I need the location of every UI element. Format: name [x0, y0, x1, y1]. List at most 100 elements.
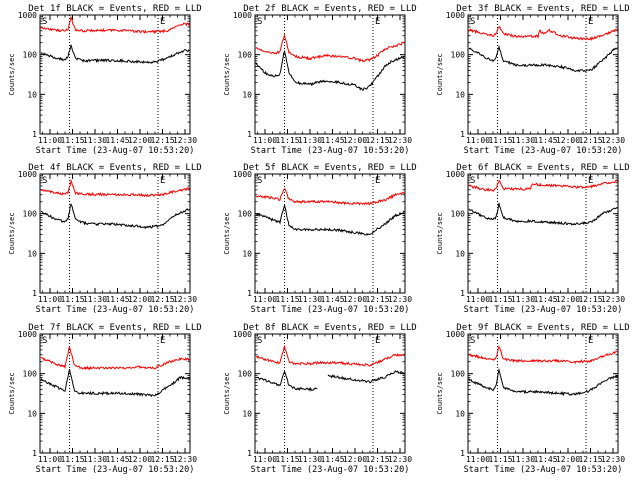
- y-tick-label: 1000: [18, 330, 37, 339]
- x-tick-label: 12:15: [365, 455, 389, 464]
- x-tick-label: 11:30: [511, 136, 535, 145]
- x-tick-label: 12:00: [128, 455, 152, 464]
- lld-series-line: [40, 345, 190, 371]
- x-tick-label: 11:15: [60, 136, 84, 145]
- y-tick-label: 10: [27, 249, 37, 258]
- x-tick-label: 11:00: [466, 295, 490, 304]
- x-tick-label: 12:15: [578, 295, 602, 304]
- plot-frame: [39, 14, 191, 135]
- y-tick-label: 1000: [233, 11, 252, 20]
- y-tick-label: 1: [32, 130, 37, 139]
- x-tick-label: 12:30: [173, 455, 197, 464]
- x-tick-label: 11:15: [488, 455, 512, 464]
- x-tick-label: 11:45: [533, 455, 557, 464]
- x-axis-label: Start Time (23-Aug-07 10:53:20): [251, 305, 410, 315]
- y-tick-label: 1: [32, 449, 37, 458]
- x-tick-label: 11:30: [511, 455, 535, 464]
- x-tick-label: 12:15: [365, 295, 389, 304]
- x-tick-label: 12:30: [601, 136, 625, 145]
- y-tick-label: 10: [27, 90, 37, 99]
- x-tick-label: 12:00: [343, 295, 367, 304]
- x-axis-label: Start Time (23-Aug-07 10:53:20): [36, 146, 195, 156]
- plot-frame: [39, 333, 191, 454]
- x-tick-label: 11:30: [298, 455, 322, 464]
- start-flag-label: S: [470, 17, 475, 27]
- lld-series-line: [468, 179, 618, 192]
- y-axis-label: Counts/sec: [436, 212, 444, 254]
- x-tick-label: 11:45: [320, 455, 344, 464]
- y-axis-label: Counts/sec: [223, 372, 231, 414]
- x-axis-label: Start Time (23-Aug-07 10:53:20): [36, 465, 195, 475]
- x-tick-label: 12:30: [388, 455, 412, 464]
- y-tick-label: 100: [238, 210, 253, 219]
- x-tick-label: 12:30: [601, 455, 625, 464]
- y-tick-label: 100: [238, 370, 253, 379]
- end-flag-label: E: [375, 176, 380, 186]
- x-tick-label: 11:00: [38, 295, 62, 304]
- x-tick-label: 11:15: [488, 295, 512, 304]
- x-tick-label: 11:00: [38, 455, 62, 464]
- y-tick-label: 1: [247, 130, 252, 139]
- y-tick-label: 1: [32, 289, 37, 298]
- x-axis-label: Start Time (23-Aug-07 10:53:20): [251, 146, 410, 156]
- y-tick-label: 100: [451, 210, 466, 219]
- y-tick-label: 1000: [18, 170, 37, 179]
- y-tick-label: 1000: [446, 11, 465, 20]
- x-tick-label: 11:00: [253, 136, 277, 145]
- x-tick-label: 11:30: [83, 136, 107, 145]
- x-tick-label: 11:15: [60, 455, 84, 464]
- start-flag-label: S: [42, 17, 47, 27]
- lld-series-line: [40, 15, 190, 35]
- start-flag-label: S: [257, 17, 262, 27]
- x-tick-label: 11:30: [298, 136, 322, 145]
- x-tick-label: 11:45: [105, 136, 129, 145]
- events-series-line: [40, 368, 190, 398]
- y-tick-label: 1: [460, 130, 465, 139]
- y-tick-label: 100: [451, 370, 466, 379]
- detector-panel: Det 8f BLACK = Events, RED = LLD Counts/s…: [223, 323, 417, 475]
- plot-frame: [254, 173, 406, 294]
- x-tick-label: 12:00: [556, 455, 580, 464]
- lld-series-line: [468, 345, 618, 365]
- events-series-line: [468, 44, 618, 73]
- y-tick-label: 1000: [446, 330, 465, 339]
- events-series-line: [468, 202, 618, 226]
- y-tick-label: 100: [23, 210, 38, 219]
- y-tick-label: 100: [23, 370, 38, 379]
- y-tick-label: 1000: [18, 11, 37, 20]
- x-tick-label: 11:00: [466, 136, 490, 145]
- y-axis-label: Counts/sec: [8, 372, 16, 414]
- x-tick-label: 12:00: [128, 295, 152, 304]
- x-axis-label: Start Time (23-Aug-07 10:53:20): [251, 465, 410, 475]
- x-tick-label: 11:45: [533, 295, 557, 304]
- y-tick-label: 10: [242, 249, 252, 258]
- x-tick-label: 12:30: [388, 295, 412, 304]
- x-tick-label: 11:30: [83, 455, 107, 464]
- lld-series-line: [255, 33, 405, 63]
- x-tick-label: 12:30: [601, 295, 625, 304]
- panel-title: Det 5f BLACK = Events, RED = LLD: [243, 163, 416, 173]
- lld-series-line: [255, 188, 405, 206]
- start-flag-label: S: [42, 176, 47, 186]
- x-tick-label: 12:15: [578, 136, 602, 145]
- y-tick-label: 1: [460, 289, 465, 298]
- x-tick-label: 11:30: [298, 295, 322, 304]
- end-flag-label: E: [160, 17, 165, 27]
- end-flag-label: E: [588, 17, 593, 27]
- x-tick-label: 11:30: [83, 295, 107, 304]
- y-tick-label: 1000: [446, 170, 465, 179]
- x-tick-label: 11:15: [488, 136, 512, 145]
- start-flag-label: S: [257, 336, 262, 346]
- x-tick-label: 11:15: [275, 295, 299, 304]
- y-tick-label: 1: [247, 449, 252, 458]
- lld-series-line: [255, 345, 405, 367]
- x-tick-label: 11:45: [105, 295, 129, 304]
- panel-title: Det 2f BLACK = Events, RED = LLD: [243, 4, 416, 14]
- x-tick-label: 11:45: [533, 136, 557, 145]
- x-tick-label: 12:15: [150, 455, 174, 464]
- y-tick-label: 1: [460, 449, 465, 458]
- plot-frame: [467, 14, 619, 135]
- detector-panel: Det 9f BLACK = Events, RED = LLD Counts/s…: [436, 323, 630, 475]
- start-flag-label: S: [257, 176, 262, 186]
